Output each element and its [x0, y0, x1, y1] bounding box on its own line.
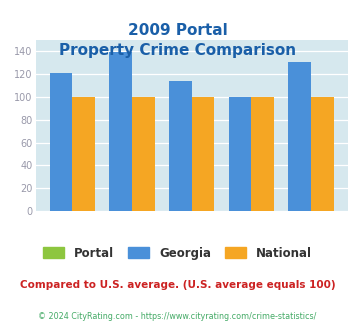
Bar — [72, 97, 95, 211]
Text: 2009 Portal: 2009 Portal — [128, 23, 227, 38]
Bar — [229, 97, 251, 211]
Bar — [109, 52, 132, 211]
Bar — [169, 81, 192, 211]
Legend: Portal, Georgia, National: Portal, Georgia, National — [38, 242, 317, 264]
Text: Property Crime Comparison: Property Crime Comparison — [59, 43, 296, 58]
Bar — [251, 97, 274, 211]
Text: © 2024 CityRating.com - https://www.cityrating.com/crime-statistics/: © 2024 CityRating.com - https://www.city… — [38, 312, 317, 321]
Bar — [50, 73, 72, 211]
Bar — [132, 97, 155, 211]
Bar — [192, 97, 214, 211]
Bar — [311, 97, 334, 211]
Text: Compared to U.S. average. (U.S. average equals 100): Compared to U.S. average. (U.S. average … — [20, 280, 335, 290]
Bar — [288, 62, 311, 211]
